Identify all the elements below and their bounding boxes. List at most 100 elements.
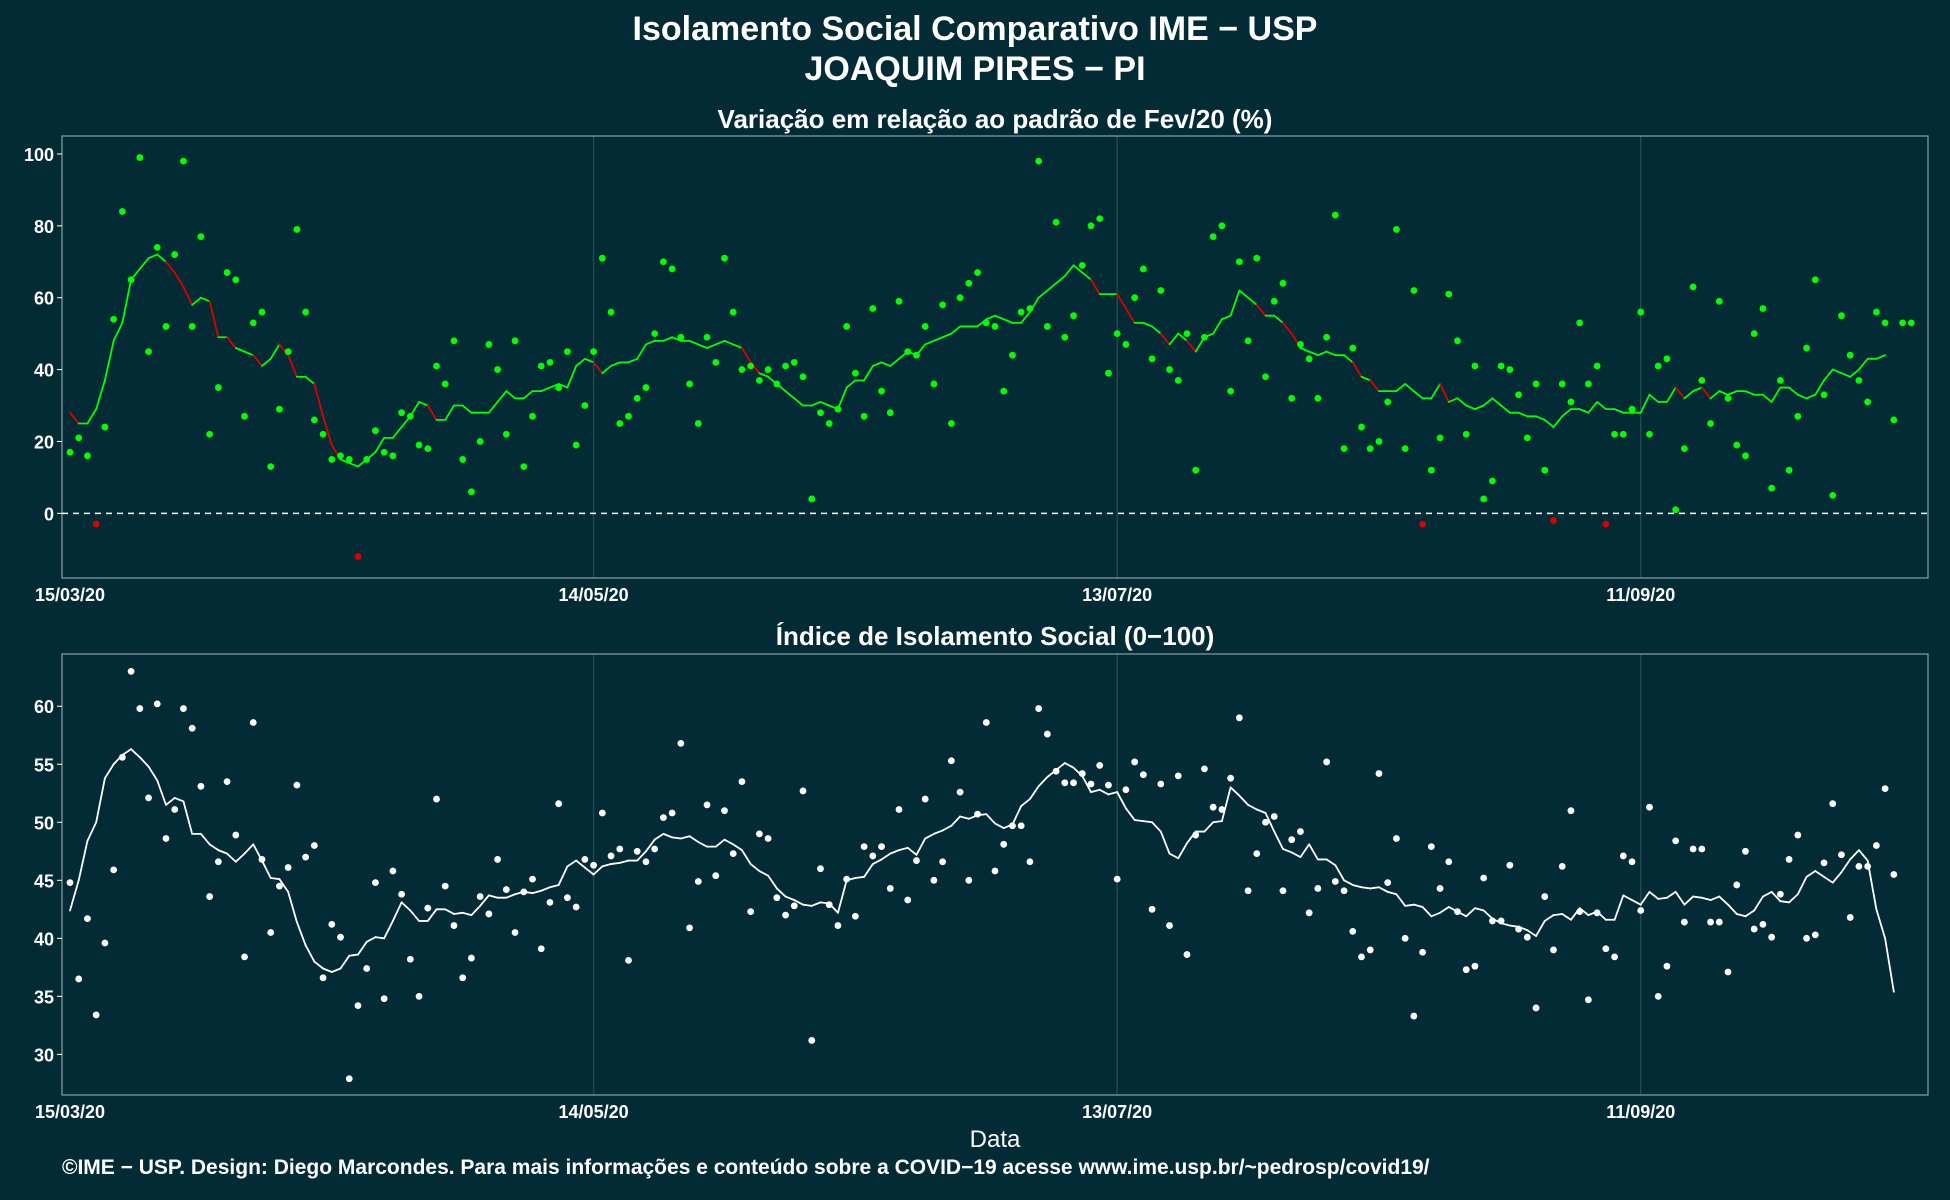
y-tick-label: 0 — [44, 504, 54, 524]
daily-point — [354, 1002, 362, 1010]
daily-point — [729, 308, 737, 316]
moving-average-segment — [112, 321, 124, 342]
moving-average-segment — [732, 343, 743, 349]
moving-average-segment — [863, 863, 874, 878]
moving-average-segment — [1456, 397, 1468, 407]
moving-average-segment — [104, 763, 115, 780]
daily-point — [1340, 445, 1348, 453]
x-axis-label: Data — [970, 1126, 1021, 1153]
daily-point — [581, 856, 589, 863]
moving-average-segment — [1412, 390, 1424, 400]
daily-point — [790, 358, 798, 366]
daily-point — [895, 297, 903, 305]
moving-average-segment — [994, 314, 1005, 321]
moving-average-segment — [1116, 791, 1127, 810]
moving-average-segment — [749, 863, 761, 872]
moving-average-segment — [1482, 909, 1494, 920]
daily-point — [1436, 885, 1444, 892]
daily-point — [214, 384, 222, 391]
daily-point — [572, 441, 580, 449]
daily-point — [616, 845, 624, 853]
daily-point — [1541, 893, 1549, 900]
daily-point — [991, 323, 999, 330]
moving-average-segment — [1177, 332, 1188, 342]
daily-point — [1462, 430, 1470, 438]
moving-average-segment — [365, 936, 377, 943]
daily-point — [1000, 840, 1008, 848]
daily-point — [92, 1011, 100, 1019]
moving-average-segment — [880, 852, 892, 861]
moving-average-segment — [845, 379, 857, 389]
daily-point — [511, 929, 519, 936]
daily-point — [1794, 412, 1802, 420]
daily-point — [1305, 909, 1313, 917]
moving-average-segment — [86, 821, 98, 842]
daily-point — [642, 858, 650, 866]
moving-average-segment — [1404, 903, 1415, 907]
moving-average-segment — [1823, 875, 1834, 884]
daily-point — [956, 294, 964, 302]
daily-point — [1209, 803, 1217, 811]
daily-point — [930, 876, 938, 884]
daily-point — [1523, 434, 1531, 442]
daily-point — [738, 778, 746, 786]
daily-point — [1654, 362, 1662, 370]
daily-point — [1253, 850, 1261, 858]
daily-point — [1733, 441, 1741, 449]
daily-point — [1227, 387, 1235, 395]
moving-average-segment — [1884, 937, 1895, 993]
moving-average-segment — [1430, 911, 1441, 918]
daily-point — [1724, 968, 1732, 976]
moving-average-segment — [1596, 401, 1607, 411]
daily-point — [1506, 366, 1514, 373]
daily-point — [764, 835, 772, 842]
daily-point — [712, 358, 720, 366]
moving-average-segment — [610, 861, 621, 865]
daily-point — [555, 800, 563, 808]
moving-average-segment — [199, 832, 211, 846]
moving-average-segment — [322, 415, 333, 446]
daily-point — [1445, 290, 1453, 298]
moving-average-segment — [426, 908, 438, 922]
daily-point — [1637, 308, 1645, 316]
y-tick-label: 55 — [34, 755, 54, 775]
daily-point — [1864, 398, 1872, 406]
daily-point — [1471, 962, 1479, 970]
moving-average-segment — [531, 889, 543, 894]
moving-average-segment — [924, 339, 935, 346]
y-tick-label: 80 — [34, 217, 54, 237]
daily-point — [1201, 765, 1208, 773]
daily-point — [1864, 862, 1872, 870]
moving-average-segment — [173, 271, 185, 288]
y-tick-label: 50 — [34, 813, 54, 833]
moving-average-segment — [1744, 909, 1756, 918]
moving-average-segment — [1107, 791, 1119, 796]
daily-point — [1820, 391, 1828, 399]
daily-point — [1750, 330, 1758, 338]
moving-average-segment — [889, 849, 900, 855]
moving-average-segment — [496, 390, 508, 403]
moving-average-segment — [1639, 393, 1651, 414]
daily-point — [372, 427, 379, 435]
daily-point — [1541, 466, 1549, 474]
moving-average-segment — [1273, 830, 1284, 850]
daily-point — [598, 809, 606, 817]
moving-average-segment — [1613, 894, 1625, 921]
moving-average-segment — [1814, 870, 1825, 878]
daily-point — [1742, 452, 1749, 460]
moving-average-segment — [243, 843, 255, 855]
moving-average-segment — [837, 879, 848, 914]
y-tick-label: 20 — [34, 432, 54, 452]
moving-average-segment — [1474, 907, 1485, 912]
moving-average-segment — [618, 859, 630, 864]
daily-point — [1593, 909, 1601, 917]
daily-point — [1305, 355, 1313, 363]
moving-average-segment — [138, 756, 150, 768]
daily-point — [1489, 917, 1496, 925]
daily-point — [851, 369, 859, 377]
moving-average-segment — [732, 843, 743, 852]
daily-point — [1148, 905, 1156, 913]
moving-average-segment — [348, 953, 359, 957]
moving-average-segment — [1735, 913, 1747, 918]
moving-average-segment — [1779, 900, 1791, 904]
